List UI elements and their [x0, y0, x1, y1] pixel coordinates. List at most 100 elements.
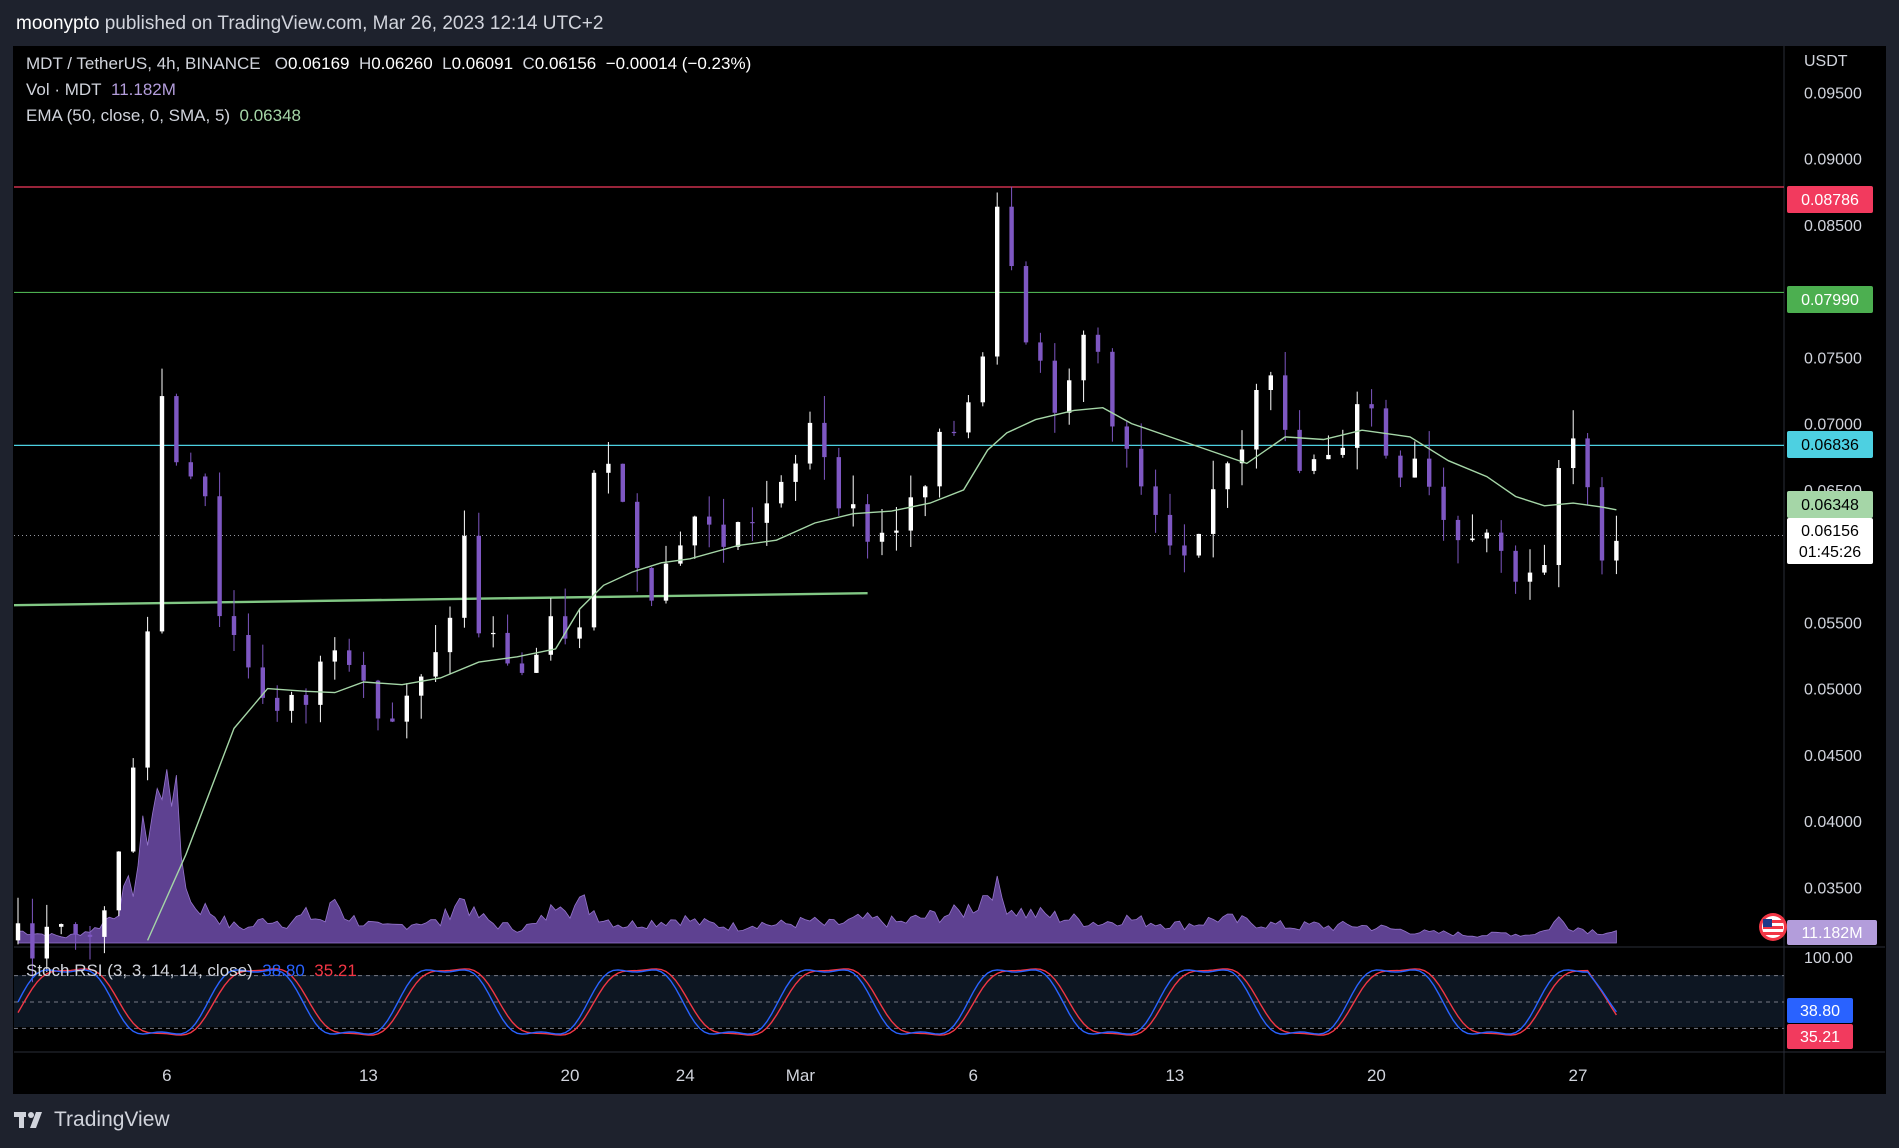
legend-ema-label[interactable]: EMA (50, close, 0, SMA, 5) [26, 106, 231, 125]
candle-body [1196, 533, 1201, 556]
candle [1441, 467, 1446, 541]
candle [1023, 261, 1029, 345]
candle-body [491, 632, 496, 635]
legend-stoch-k: 38.80 [262, 961, 305, 980]
legend-h-value: 0.06260 [371, 54, 433, 73]
candle [1542, 544, 1547, 575]
candle [707, 496, 712, 548]
candle [663, 545, 669, 604]
legend-stoch-label[interactable]: Stoch RSI (3, 3, 14, 14, close) [26, 961, 253, 980]
candle [30, 898, 35, 983]
candle-body [289, 694, 294, 711]
candle [131, 758, 136, 853]
candle [966, 395, 971, 439]
candle-body [692, 516, 697, 546]
candle [159, 368, 165, 634]
candle-body [1297, 429, 1302, 471]
flag-icon[interactable] [1759, 913, 1787, 941]
candle-body [217, 496, 222, 617]
candle-body [1268, 375, 1273, 391]
stoch-top-tick: 100.00 [1804, 950, 1853, 967]
legend-h-label: H [358, 54, 372, 73]
candle [1182, 524, 1187, 573]
badge-stoch-d: 35.21 [1787, 1024, 1853, 1049]
candle [1398, 450, 1403, 488]
candle [116, 851, 121, 917]
candle-body [1527, 572, 1533, 582]
candle-body [275, 697, 280, 711]
candle-body [1182, 545, 1187, 556]
candle-body [188, 462, 193, 477]
candle-body [15, 923, 21, 941]
badge-red-level-text: 0.08786 [1801, 192, 1859, 209]
legend-vol-label[interactable]: Vol · MDT [26, 80, 102, 99]
candle-body [1067, 380, 1072, 413]
candle [1067, 368, 1072, 425]
candle-body [1455, 519, 1461, 541]
candle-body [577, 627, 582, 639]
badge-stoch-k-text: 38.80 [1800, 1003, 1840, 1020]
legend-stoch: Stoch RSI (3, 3, 14, 14, close) 38.80 35… [26, 961, 357, 981]
candle [59, 923, 64, 935]
ema-layer [146, 406, 1617, 941]
candle [1455, 515, 1461, 564]
candle [923, 485, 928, 517]
candle-body [1556, 468, 1561, 566]
price-tick: 0.09000 [1804, 152, 1862, 169]
legend-symbol[interactable]: MDT / TetherUS, 4h, BINANCE [26, 54, 261, 73]
candle [246, 613, 251, 679]
candle [865, 494, 870, 559]
candle-body [548, 616, 553, 655]
candle-body [1326, 454, 1331, 460]
candle [505, 614, 510, 666]
tradingview-brand-text: TradingView [54, 1108, 170, 1131]
published-text: published on TradingView.com, Mar 26, 20… [104, 13, 604, 34]
stoch-k-line [17, 969, 1617, 1035]
candle [332, 637, 337, 680]
candle-body [116, 851, 121, 911]
candle [15, 897, 21, 945]
badge-volume: 11.182M [1787, 920, 1877, 945]
candle-body [44, 926, 49, 959]
candle [591, 470, 597, 631]
candle [1167, 493, 1173, 555]
candle [1355, 391, 1360, 470]
candle-body [635, 501, 640, 568]
candle [289, 691, 294, 723]
candle-body [1513, 550, 1518, 582]
publish-header: moonypto published on TradingView.com, M… [0, 0, 1899, 46]
candle [879, 508, 885, 556]
candle [1153, 469, 1158, 533]
badge-countdown-text: 01:45:26 [1799, 544, 1861, 561]
candle [1614, 515, 1619, 575]
candle-body [750, 522, 755, 524]
candle-body [318, 661, 323, 705]
candle [851, 475, 856, 527]
candle-body [1225, 463, 1230, 490]
badge-volume-text: 11.182M [1801, 925, 1862, 942]
legend-o-label: O [274, 54, 289, 73]
candle-body [174, 396, 179, 463]
legend-stoch-d: 35.21 [314, 961, 357, 980]
candle [1225, 461, 1230, 508]
candle-body [1398, 455, 1403, 478]
candles-layer [15, 186, 1619, 983]
candle [476, 512, 481, 638]
time-tick: 13 [1165, 1066, 1184, 1085]
candle [1585, 433, 1590, 506]
candle [1412, 441, 1417, 478]
candle-body [404, 695, 409, 722]
candle [577, 608, 582, 649]
tradingview-brand[interactable]: TradingView [14, 1108, 170, 1132]
candle [1297, 410, 1302, 474]
candle-body [1139, 448, 1144, 487]
candle-body [1095, 334, 1101, 352]
author-name[interactable]: moonypto [16, 13, 100, 34]
legend-vol-value: 11.182M [111, 80, 176, 99]
candle-body [462, 535, 467, 618]
ema-line [146, 406, 1617, 941]
stoch-layer [14, 968, 1784, 1036]
candle-body [102, 910, 107, 937]
badge-last-price-text: 0.06156 [1801, 523, 1859, 540]
